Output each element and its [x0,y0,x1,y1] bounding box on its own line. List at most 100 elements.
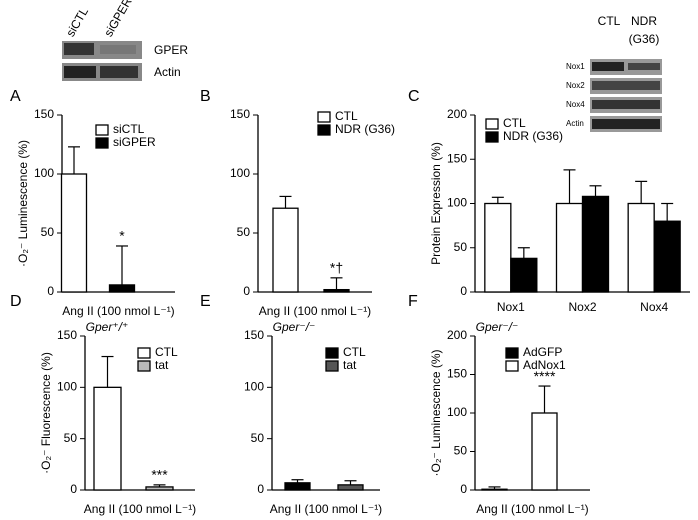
y-tick-label: 200 [447,328,467,342]
y-tick-label: 50 [41,225,55,239]
panel-letter: D [10,293,22,310]
bar [60,173,88,293]
y-tick-label: 100 [34,166,54,180]
blot-label: Actin [566,119,584,128]
blot-inset-a: siCTL siGPER GPER Actin [62,0,188,81]
y-tick-label: 0 [460,482,467,496]
y-tick-label: 0 [70,482,77,496]
y-tick-label: 0 [257,482,264,496]
bar [284,482,311,491]
y-tick-label: 0 [460,284,467,298]
bar [145,486,174,491]
y-tick-label: 0 [243,284,250,298]
blot-label: siGPER [101,0,135,39]
y-axis-label: ·O₂⁻ Luminescence (%) [16,140,30,267]
blot-band [100,66,138,78]
bar [323,288,350,293]
blot-label: GPER [154,43,188,57]
y-tick-label: 150 [57,328,77,342]
x-tick-label: Nox4 [640,300,668,314]
y-tick-label: 100 [244,380,264,394]
blot-band [64,43,94,55]
x-tick-label: Nox2 [568,300,596,314]
legend-swatch [95,124,109,136]
blot-band [592,62,624,71]
legend-label: CTL [503,116,526,130]
legend-swatch [137,360,151,372]
bar [653,220,681,293]
blot-band [64,66,96,78]
y-tick-label: 50 [454,444,468,458]
y-tick-label: 150 [447,367,467,381]
blot-inset-c: CTL NDR (G36) Nox1 Nox2 Nox4 Actin [566,14,662,132]
y-tick-label: 150 [244,328,264,342]
legend-label: tat [155,358,169,372]
panel-letter: C [408,88,420,105]
significance-label: *** [151,467,168,483]
blot-band [592,119,660,129]
y-tick-label: 50 [237,225,251,239]
blot-label: Nox4 [566,100,585,109]
chart-title: Gper⁺/⁺ [86,320,129,334]
chart-title: Gper⁻/⁻ [476,320,519,334]
y-tick-label: 150 [230,107,250,121]
y-tick-label: 100 [230,166,250,180]
panel-letter: A [10,88,21,105]
legend-swatch [317,111,331,123]
legend-label: AdGFP [523,345,562,359]
legend-label: CTL [343,345,366,359]
blot-label: CTL [598,14,621,28]
legend-label: CTL [335,109,358,123]
x-axis-label: Ang II (100 nmol L⁻¹) [270,502,382,516]
legend-swatch [505,347,519,359]
y-tick-label: 100 [57,380,77,394]
significance-label: * [119,228,125,244]
x-axis-label: Ang II (100 nmol L⁻¹) [476,502,588,516]
x-axis-label: Ang II (100 nmol L⁻¹) [84,502,196,516]
y-tick-label: 150 [447,151,467,165]
y-tick-label: 50 [251,431,265,445]
legend-swatch [505,360,519,372]
legend-swatch [485,118,499,130]
bar [337,484,364,491]
x-tick-label: Nox1 [497,300,525,314]
x-axis-label: Ang II (100 nmol L⁻¹) [259,304,371,318]
bar [581,195,610,293]
y-tick-label: 100 [447,405,467,419]
y-axis-label: ·O₂⁻ Fluorescence (%) [39,352,53,474]
panel-letter: F [408,293,418,310]
legend-label: siGPER [113,135,156,149]
y-tick-label: 0 [47,284,54,298]
panel-letter: B [200,88,211,105]
bar [484,202,512,293]
y-tick-label: 50 [64,431,78,445]
blot-label: Nox1 [566,62,585,71]
blot-band [628,63,660,70]
legend-label: siCTL [113,122,145,136]
blot-label: (G36) [629,32,660,46]
y-axis-label: ·O₂⁻ Luminescence (%) [429,349,443,476]
bar [531,412,558,491]
y-tick-label: 50 [454,240,468,254]
legend-label: CTL [155,345,178,359]
chart-title: Gper⁻/⁻ [273,320,316,334]
bar [510,257,538,293]
blot-band [100,45,136,54]
legend-swatch [137,347,151,359]
legend-swatch [485,131,499,143]
y-tick-label: 100 [447,196,467,210]
bar [108,284,136,293]
legend-swatch [325,360,339,372]
blot-label: NDR [631,14,657,28]
legend-label: NDR (G36) [503,129,563,143]
bar [555,202,584,293]
blot-label: Actin [154,65,181,79]
legend-swatch [95,137,109,149]
bar [481,488,508,491]
x-axis-label: Ang II (100 nmol L⁻¹) [62,304,174,318]
legend-label: AdNox1 [523,358,566,372]
bar [627,202,655,293]
legend-swatch [325,347,339,359]
y-tick-label: 200 [447,107,467,121]
blot-band [592,81,660,90]
